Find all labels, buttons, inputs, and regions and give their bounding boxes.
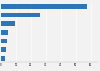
- Bar: [1, 21, 15, 26]
- Bar: [1, 30, 8, 35]
- Bar: [1, 39, 7, 43]
- Bar: [1, 56, 5, 61]
- Bar: [1, 13, 40, 17]
- Bar: [1, 4, 87, 9]
- Bar: [1, 47, 6, 52]
